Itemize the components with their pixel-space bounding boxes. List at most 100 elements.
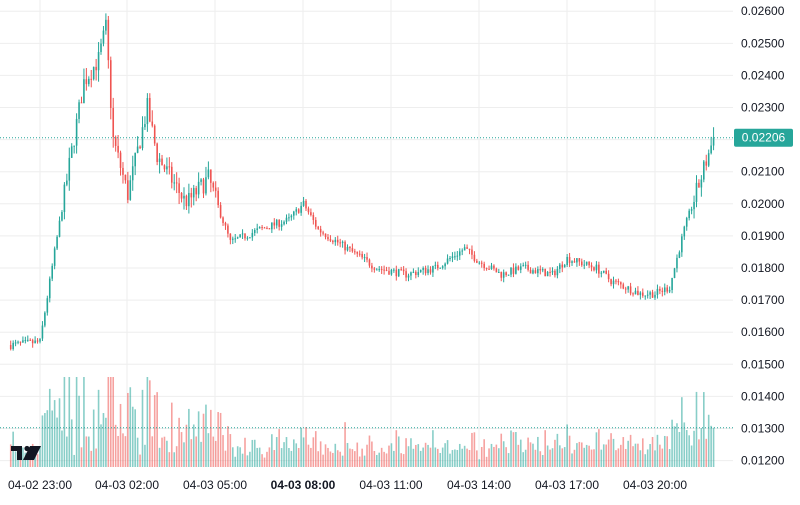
candle-body[interactable] [356, 251, 359, 254]
candle-body[interactable] [639, 292, 642, 295]
candle-body[interactable] [266, 227, 268, 229]
candle-body[interactable] [324, 233, 327, 238]
candle-body[interactable] [534, 270, 537, 274]
candle-body[interactable] [249, 237, 251, 239]
candle-body[interactable] [161, 158, 163, 166]
candle-body[interactable] [710, 145, 712, 154]
candle-body[interactable] [127, 180, 129, 200]
candle-body[interactable] [317, 226, 320, 229]
candle-body[interactable] [58, 220, 61, 237]
candle-body[interactable] [244, 233, 246, 239]
candle-body[interactable] [612, 280, 615, 285]
candle-body[interactable] [26, 339, 29, 341]
candle-body[interactable] [512, 267, 515, 274]
candle-body[interactable] [644, 295, 647, 297]
candle-body[interactable] [385, 269, 388, 271]
candle-body[interactable] [78, 102, 80, 119]
candle-body[interactable] [63, 184, 66, 213]
candle-body[interactable] [554, 270, 556, 276]
candle-body[interactable] [80, 102, 83, 104]
candle-body[interactable] [222, 217, 224, 223]
candle-body[interactable] [527, 264, 529, 270]
candle-body[interactable] [102, 30, 105, 44]
candle-body[interactable] [634, 290, 637, 295]
candle-body[interactable] [585, 261, 588, 265]
candle-body[interactable] [693, 201, 695, 210]
candle-body[interactable] [649, 292, 651, 295]
candle-body[interactable] [305, 200, 307, 209]
candle-body[interactable] [195, 188, 197, 195]
candle-body[interactable] [490, 265, 493, 270]
candle-body[interactable] [624, 288, 627, 290]
candle-body[interactable] [651, 292, 654, 298]
candle-body[interactable] [371, 265, 373, 269]
candle-body[interactable] [524, 264, 527, 266]
candle-body[interactable] [212, 182, 215, 188]
candle-body[interactable] [405, 271, 407, 278]
candle-body[interactable] [583, 264, 586, 266]
candle-body[interactable] [439, 267, 442, 269]
candle-body[interactable] [471, 249, 473, 255]
candle-body[interactable] [346, 246, 349, 251]
candle-body[interactable] [688, 210, 690, 219]
candle-body[interactable] [637, 290, 639, 295]
candle-body[interactable] [522, 265, 525, 267]
candle-body[interactable] [461, 250, 464, 252]
candle-body[interactable] [700, 179, 703, 188]
candle-body[interactable] [617, 281, 620, 283]
candle-body[interactable] [559, 264, 561, 269]
candle-body[interactable] [571, 261, 573, 263]
candle-body[interactable] [190, 192, 193, 198]
candle-body[interactable] [434, 264, 437, 266]
candle-body[interactable] [510, 267, 512, 275]
candle-body[interactable] [46, 298, 49, 313]
candle-body[interactable] [185, 195, 188, 207]
candle-body[interactable] [256, 228, 259, 231]
candle-body[interactable] [454, 256, 456, 258]
candle-body[interactable] [544, 269, 546, 277]
candle-body[interactable] [173, 182, 176, 184]
candle-body[interactable] [205, 177, 207, 194]
candle-body[interactable] [268, 228, 271, 230]
candle-body[interactable] [163, 165, 166, 170]
candle-body[interactable] [229, 233, 232, 240]
candle-body[interactable] [400, 269, 402, 271]
candle-body[interactable] [122, 167, 124, 175]
candle-body[interactable] [131, 166, 134, 181]
candle-body[interactable] [231, 238, 234, 240]
candle-body[interactable] [563, 264, 566, 268]
candle-body[interactable] [354, 251, 356, 253]
candle-body[interactable] [107, 19, 110, 61]
candle-body[interactable] [302, 200, 305, 206]
candle-body[interactable] [615, 280, 617, 282]
candle-body[interactable] [100, 43, 102, 52]
candle-body[interactable] [519, 266, 522, 270]
candle-body[interactable] [312, 215, 315, 221]
candle-body[interactable] [219, 205, 222, 218]
candle-body[interactable] [610, 279, 612, 285]
candle-body[interactable] [541, 269, 544, 271]
candle-body[interactable] [134, 152, 136, 167]
candle-body[interactable] [34, 340, 36, 344]
candle-body[interactable] [24, 340, 27, 342]
candle-body[interactable] [458, 251, 461, 256]
candle-body[interactable] [378, 269, 381, 271]
candle-body[interactable] [500, 272, 503, 278]
candle-body[interactable] [253, 230, 256, 233]
candle-body[interactable] [546, 271, 549, 277]
candle-body[interactable] [698, 182, 700, 188]
time-axis[interactable]: 04-02 23:00 04-03 02:00 04-03 05:00 04-03 0… [8, 478, 687, 492]
candle-body[interactable] [361, 253, 363, 258]
candle-body[interactable] [424, 267, 427, 274]
candle-body[interactable] [673, 268, 676, 278]
candle-body[interactable] [124, 174, 127, 181]
candle-body[interactable] [117, 145, 119, 153]
candle-body[interactable] [175, 182, 178, 184]
candle-body[interactable] [671, 277, 673, 291]
candle-body[interactable] [600, 272, 603, 274]
candle-body[interactable] [393, 269, 395, 271]
candle-body[interactable] [180, 192, 183, 199]
candle-body[interactable] [561, 264, 564, 268]
candle-body[interactable] [97, 51, 100, 71]
